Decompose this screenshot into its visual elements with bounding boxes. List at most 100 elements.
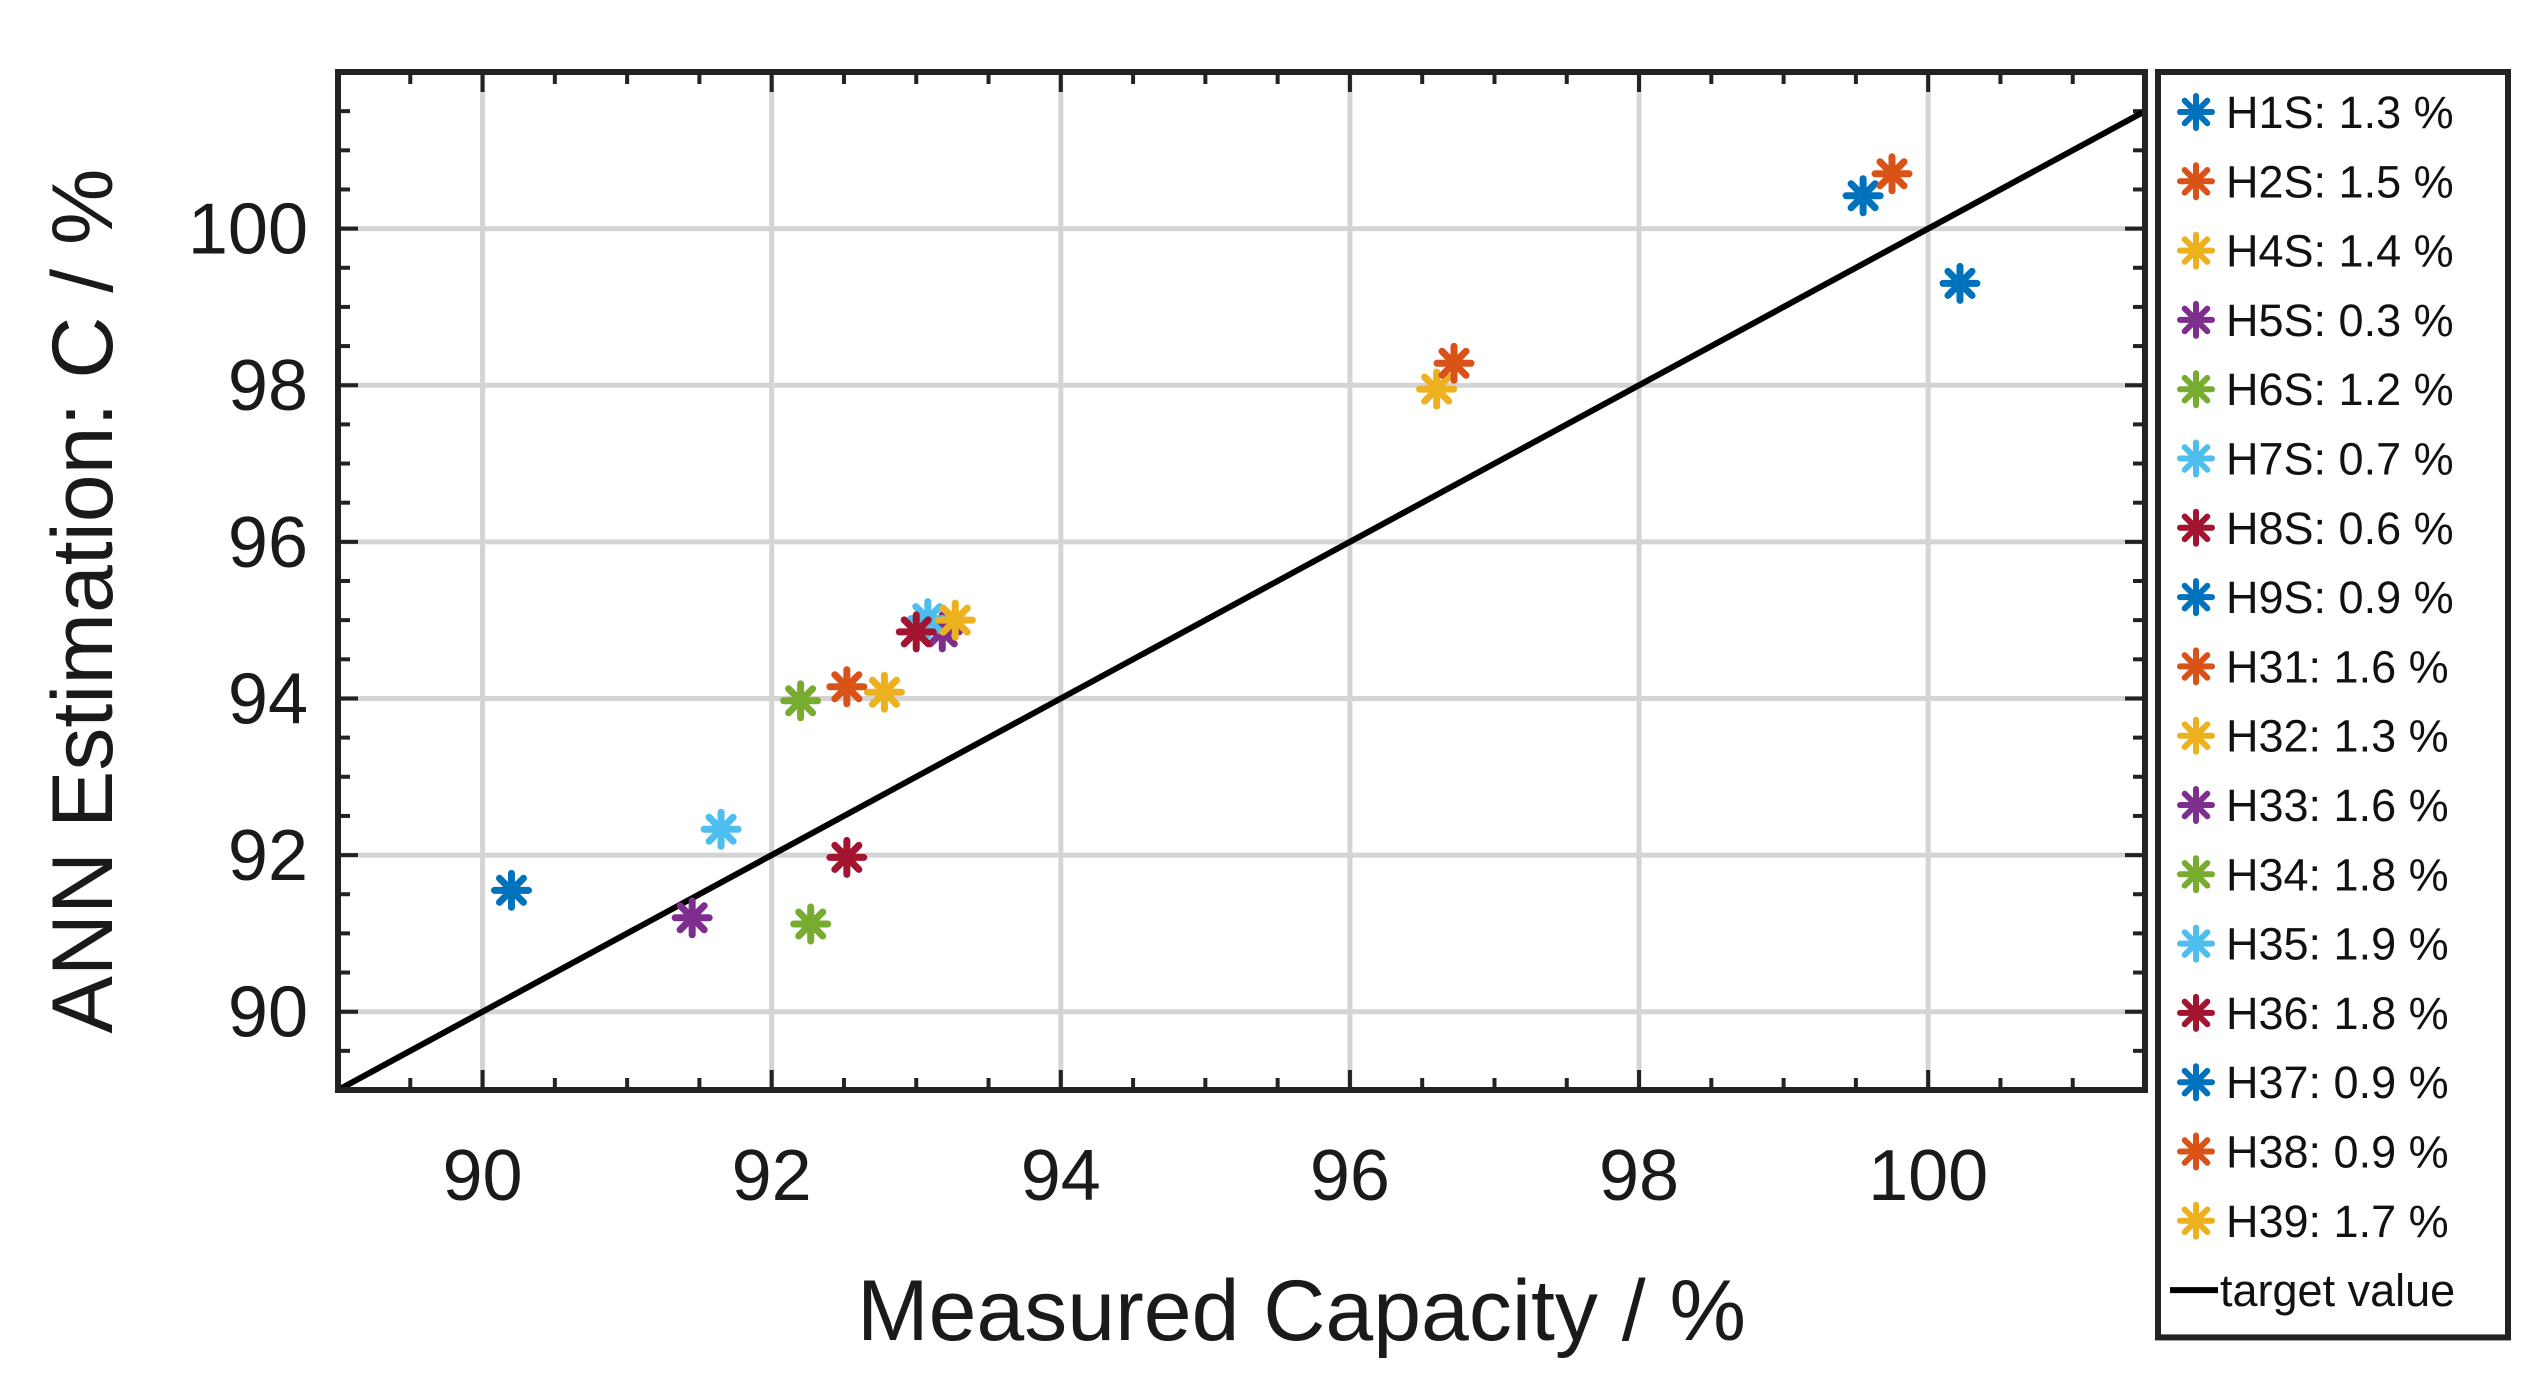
x-tick-label: 90 [443, 1136, 523, 1216]
data-point [863, 671, 905, 713]
legend-label: H31: 1.6 % [2226, 641, 2449, 692]
y-tick-label: 94 [228, 659, 308, 739]
legend-label: H5S: 0.3 % [2226, 295, 2454, 346]
marker-stroke [2181, 929, 2211, 958]
marker-stroke [1438, 347, 1470, 379]
legend-frame [2155, 69, 2511, 1341]
legend-label: H39: 1.7 % [2226, 1196, 2449, 1247]
legend-marker [2177, 647, 2215, 686]
legend-label: H7S: 0.7 % [2226, 434, 2454, 485]
data-point [1842, 175, 1884, 217]
legend-label: H2S: 1.5 % [2226, 156, 2454, 207]
marker-stroke [2181, 998, 2211, 1028]
plot-frame [335, 69, 2148, 1093]
legend-label: H9S: 0.9 % [2226, 572, 2454, 623]
marker-stroke [2181, 166, 2211, 196]
legend-marker [2177, 231, 2215, 270]
grid-lines [338, 72, 2145, 1090]
data-point [1416, 368, 1458, 410]
legend-marker [2177, 1063, 2215, 1102]
data-point [895, 611, 937, 653]
y-tick-label: 100 [188, 190, 308, 270]
data-point [671, 897, 713, 939]
legend-label: H1S: 1.3 % [2226, 87, 2454, 138]
marker-stroke [2181, 859, 2211, 889]
legend-items: H1S: 1.3 % H2S: 1.5 % H4S: 1.4 % H5S: 0.3 %… [2170, 87, 2455, 1316]
target-line-layer [338, 108, 2145, 1090]
marker-stroke [2181, 652, 2211, 681]
y-tick-label: 98 [228, 346, 308, 426]
y-tick-label: 92 [228, 816, 308, 896]
marker-stroke [1944, 267, 1976, 299]
data-point [700, 808, 742, 850]
marker-stroke [2181, 582, 2211, 612]
marker-stroke [831, 841, 863, 873]
legend-marker [2177, 370, 2215, 409]
marker-stroke [2181, 1137, 2211, 1166]
marker-stroke [785, 685, 817, 717]
y-axis-title: ANN Estimation: C / % [35, 169, 131, 1034]
x-tick-label: 96 [1310, 1136, 1390, 1216]
marker-stroke [939, 604, 971, 636]
marker-stroke [2181, 236, 2211, 265]
y-tick-labels: 90 92 94 96 98 100 [188, 190, 308, 1053]
legend-label: H32: 1.3 % [2226, 711, 2449, 762]
marker-stroke [831, 671, 863, 703]
marker-stroke [2181, 721, 2211, 751]
legend-marker [2177, 993, 2215, 1032]
legend-marker [2177, 578, 2215, 617]
legend-marker [2177, 924, 2215, 963]
marker-stroke [900, 616, 932, 648]
x-tick-label: 92 [732, 1136, 812, 1216]
marker-stroke [2181, 305, 2211, 335]
x-tick-labels: 90 92 94 96 98 100 [443, 1136, 1989, 1216]
marker-stroke [2181, 790, 2211, 820]
target-line [338, 108, 2145, 1090]
data-point [1939, 262, 1981, 304]
marker-stroke [795, 908, 827, 940]
data-point [934, 599, 976, 641]
legend-marker [2177, 162, 2215, 201]
x-axis-title: Measured Capacity / % [857, 1263, 1746, 1359]
marker-stroke [705, 813, 737, 845]
x-tick-label: 94 [1021, 1136, 1101, 1216]
marker-stroke [2181, 374, 2211, 404]
marker-stroke [2181, 1067, 2211, 1097]
legend-marker [2177, 1132, 2215, 1171]
legend-label: H35: 1.9 % [2226, 919, 2449, 970]
data-point [1871, 153, 1913, 195]
y-tick-label: 96 [228, 503, 308, 583]
legend-label: H8S: 0.6 % [2226, 503, 2454, 554]
legend-label: H34: 1.8 % [2226, 849, 2449, 900]
marker-stroke [1847, 180, 1879, 212]
marker-stroke [1876, 158, 1908, 190]
data-point [790, 903, 832, 945]
legend-label: H4S: 1.4 % [2226, 226, 2454, 277]
legend-label: H33: 1.6 % [2226, 780, 2449, 831]
legend-marker [2177, 439, 2215, 478]
legend: H1S: 1.3 % H2S: 1.5 % H4S: 1.4 % H5S: 0.3 %… [2155, 69, 2511, 1341]
data-point [826, 836, 868, 878]
legend-label-target: target value [2220, 1265, 2455, 1316]
x-tick-label: 98 [1599, 1136, 1679, 1216]
data-point [826, 666, 868, 708]
legend-marker [2177, 508, 2215, 547]
axis-ticks [336, 70, 2147, 1092]
data-points [490, 153, 1981, 945]
marker-stroke [2181, 513, 2211, 543]
legend-label: H6S: 1.2 % [2226, 364, 2454, 415]
marker-stroke [495, 874, 527, 906]
marker-stroke [676, 902, 708, 934]
marker-stroke [1421, 373, 1453, 405]
data-point [1433, 342, 1475, 384]
legend-label: H37: 0.9 % [2226, 1057, 2449, 1108]
legend-marker [2177, 786, 2215, 824]
legend-label: H38: 0.9 % [2226, 1127, 2449, 1178]
x-tick-label: 100 [1868, 1136, 1988, 1216]
legend-marker [2177, 93, 2215, 131]
legend-label: H36: 1.8 % [2226, 988, 2449, 1039]
data-point [780, 680, 822, 722]
data-point [490, 869, 532, 911]
legend-marker [2177, 855, 2215, 894]
